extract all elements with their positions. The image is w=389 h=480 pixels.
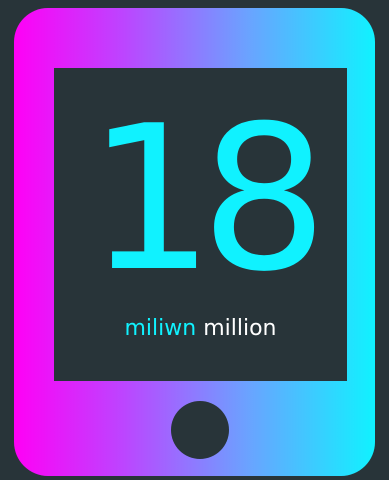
- tablet-device-icon: 18 miliwn million: [14, 8, 375, 476]
- caption-welsh: miliwn: [124, 316, 196, 341]
- stat-caption: miliwn million: [54, 316, 347, 342]
- caption-english: million: [203, 316, 276, 341]
- tablet-screen: 18 miliwn million: [54, 68, 347, 381]
- stat-value: 18: [54, 100, 347, 300]
- home-button-icon: [171, 401, 229, 459]
